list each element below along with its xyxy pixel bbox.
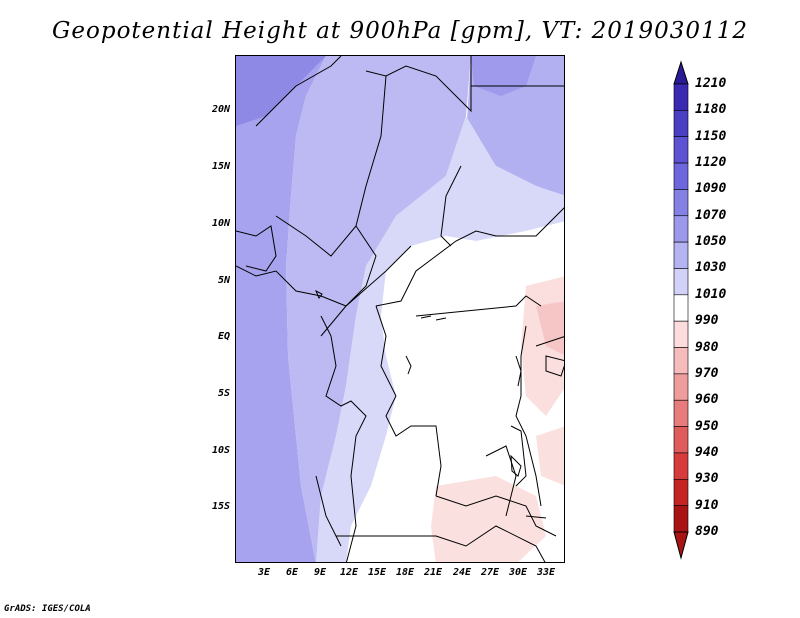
colorbar-label: 950: [695, 418, 719, 434]
lon-label-21e: 21E: [423, 567, 443, 578]
colorbar-swatch: [673, 162, 689, 190]
colorbar-label: 1030: [695, 260, 727, 276]
lon-label-9e: 9E: [313, 567, 327, 578]
lon-label-33e: 33E: [536, 567, 556, 578]
colorbar-label: 1070: [695, 207, 727, 223]
colorbar-swatch: [673, 189, 689, 217]
field-lavender: [286, 56, 471, 562]
colorbar-swatch: [673, 347, 689, 375]
colorbar-top-arrow: [673, 60, 689, 85]
lakes: [405, 315, 547, 519]
colorbar-label: 1150: [695, 128, 727, 144]
colorbar-swatch: [673, 241, 689, 269]
colorbar-label: 1120: [695, 155, 727, 171]
colorbar-swatch: [673, 505, 689, 533]
colorbar-bottom-arrow: [673, 531, 689, 560]
colorbar-swatch: [673, 83, 689, 111]
colorbar-label: 990: [695, 313, 719, 329]
colorbar-label: 970: [695, 365, 719, 381]
colorbar-label: 960: [695, 392, 719, 408]
colorbar-swatch: [673, 320, 689, 348]
colorbar-swatch: [673, 373, 689, 401]
lon-label-15e: 15E: [367, 567, 387, 578]
map-title: Geopotential Height at 900hPa [gpm], VT:…: [52, 18, 748, 44]
map-panel: [235, 55, 565, 563]
lat-label-20n: 20N: [211, 104, 230, 115]
colorbar-label: 890: [695, 524, 719, 539]
colorbar-label: 910: [695, 497, 719, 513]
map-canvas: [236, 56, 564, 562]
colorbar-label: 1210: [695, 76, 727, 91]
colorbar-swatch: [673, 110, 689, 138]
lon-label-18e: 18E: [395, 567, 415, 578]
colorbar-swatch: [673, 452, 689, 480]
lon-label-30e: 30E: [508, 567, 528, 578]
lat-label-5n: 5N: [217, 275, 230, 286]
lon-label-24e: 24E: [452, 567, 472, 578]
lat-label-15s: 15S: [211, 501, 230, 512]
colorbar-label: 980: [695, 339, 719, 355]
lon-label-12e: 12E: [339, 567, 359, 578]
colorbar-swatch: [673, 215, 689, 243]
colorbar-label: 940: [695, 444, 719, 460]
field-ocean-west: [236, 56, 326, 562]
colorbar-label: 930: [695, 471, 719, 487]
colorbar-swatch: [673, 426, 689, 454]
field-nw-high: [236, 56, 326, 126]
lat-label-eq: EQ: [217, 331, 230, 342]
lon-label-27e: 27E: [480, 567, 500, 578]
lon-label-3e: 3E: [257, 567, 271, 578]
field-pink-east-core: [536, 301, 564, 355]
colorbar-label: 1050: [695, 234, 727, 250]
country-borders: [236, 56, 564, 562]
field-light: [316, 116, 564, 562]
colorbar-label: 1010: [695, 286, 727, 302]
colorbar-label: 1180: [695, 102, 727, 118]
colorbar-swatch: [673, 478, 689, 506]
colorbar-swatch: [673, 268, 689, 296]
colorbar-label: 1090: [695, 181, 727, 197]
lat-label-5s: 5S: [217, 388, 230, 399]
colorbar: [673, 60, 689, 560]
colorbar-swatch: [673, 294, 689, 322]
island-bioko: [315, 289, 323, 299]
lat-label-10n: 10N: [211, 218, 230, 229]
colorbar-swatch: [673, 399, 689, 427]
lat-label-15n: 15N: [211, 161, 230, 172]
grads-credit: GrADS: IGES/COLA: [4, 604, 91, 614]
field-pink-se: [536, 426, 564, 486]
colorbar-swatch: [673, 136, 689, 164]
field-pink-south: [431, 476, 546, 562]
lat-label-10s: 10S: [211, 445, 230, 456]
lon-label-6e: 6E: [285, 567, 299, 578]
